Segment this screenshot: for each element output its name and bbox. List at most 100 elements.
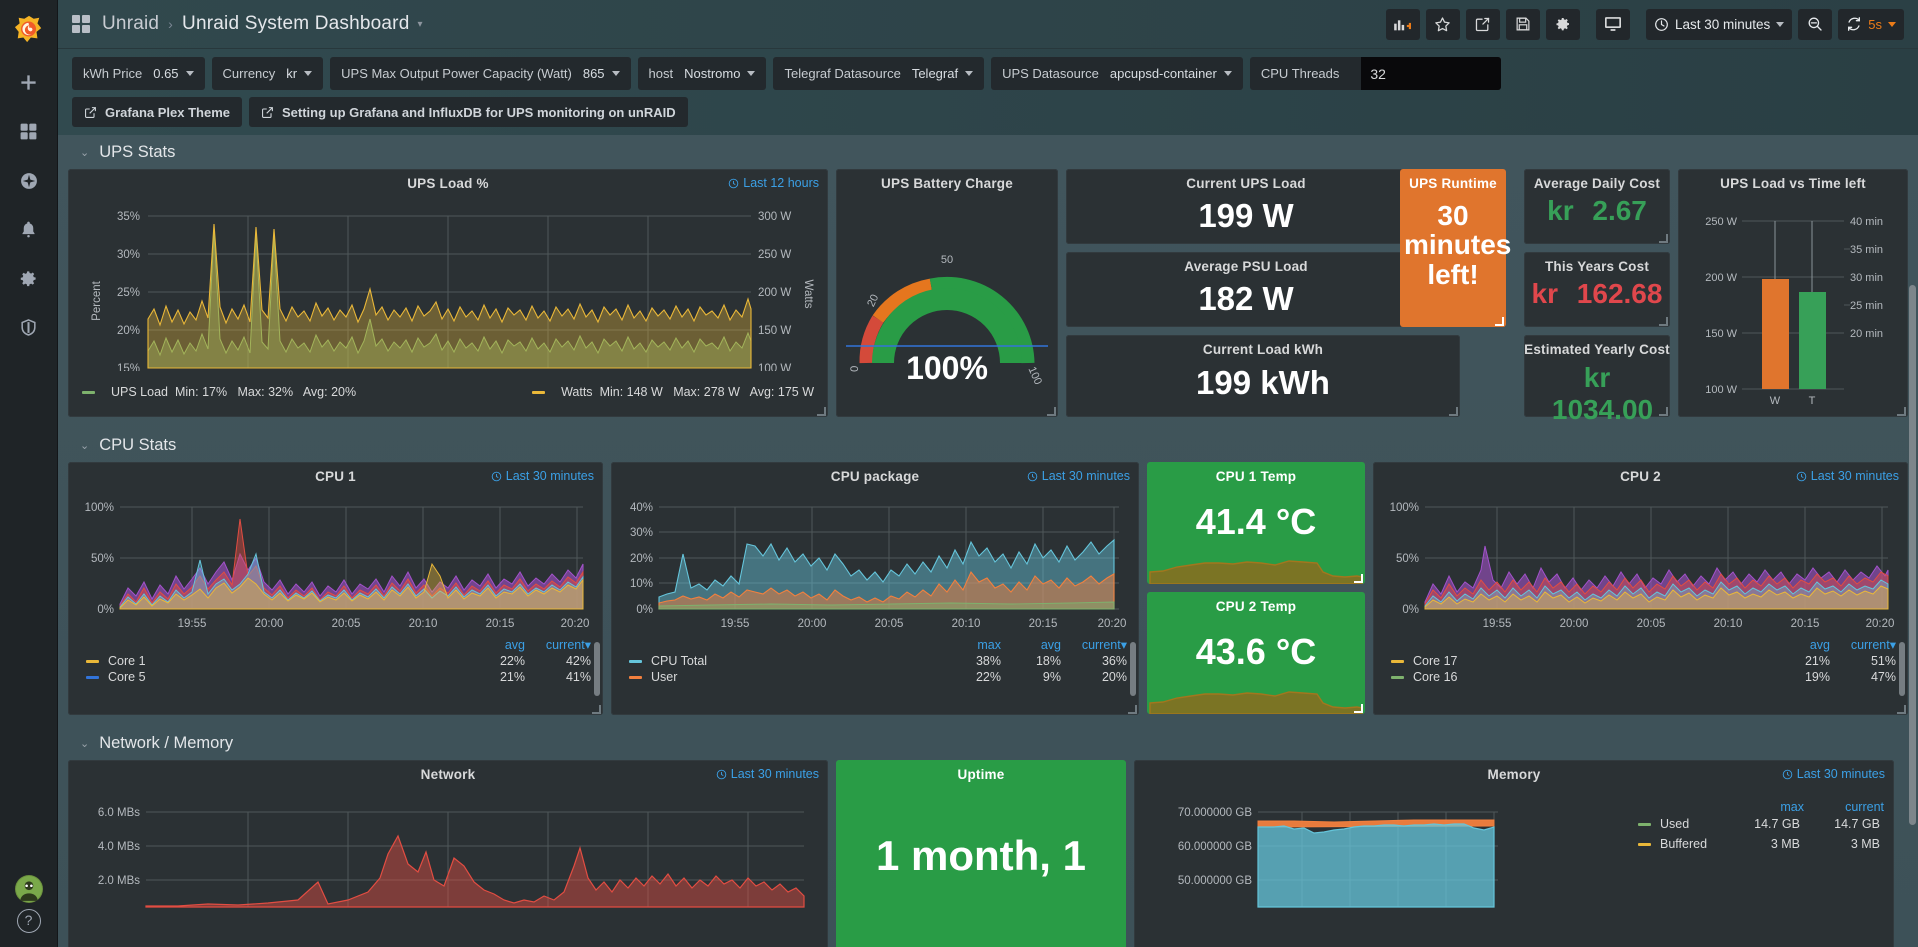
add-panel-button[interactable] (1385, 8, 1420, 40)
panel-ups-battery-charge[interactable]: UPS Battery Charge 50 20 0 100 100% (836, 169, 1058, 417)
time-range-picker[interactable]: Last 30 minutes (1645, 8, 1793, 40)
variable-cpu-threads[interactable]: CPU Threads (1249, 57, 1502, 90)
panel-time-override[interactable]: Last 12 hours (728, 176, 819, 190)
variable-currency[interactable]: Currency kr (211, 57, 324, 90)
legend-scrollbar[interactable] (1130, 642, 1136, 696)
variable-telegraf-datasource[interactable]: Telegraf Datasource Telegraf (773, 57, 985, 90)
svg-text:20%: 20% (117, 325, 140, 337)
legend-scrollbar[interactable] (594, 642, 600, 696)
cpu-threads-input[interactable] (1361, 57, 1502, 90)
panel-resize-handle[interactable] (817, 407, 826, 416)
sidebar-item-server-admin[interactable] (0, 303, 58, 352)
legend-scrollbar[interactable] (1899, 642, 1905, 696)
panel-time-override[interactable]: Last 30 minutes (1027, 469, 1130, 483)
panel-current-load-kwh[interactable]: Current Load kWh 199 kWh (1066, 335, 1460, 417)
panel-ups-runtime[interactable]: UPS Runtime 30 minutes left! (1400, 169, 1511, 327)
panel-cpu-1-temp[interactable]: CPU 1 Temp 41.4 °C (1147, 462, 1365, 584)
breadcrumb-root[interactable]: Unraid (102, 13, 160, 34)
panel-resize-handle[interactable] (592, 705, 601, 714)
dashboard-link-grafana-plex-theme[interactable]: Grafana Plex Theme (72, 97, 242, 127)
panel-resize-handle[interactable] (1897, 407, 1906, 416)
gauge-value: 100% (906, 350, 988, 386)
panel-time-override[interactable]: Last 30 minutes (491, 469, 594, 483)
refresh-button[interactable]: 5s (1838, 8, 1904, 40)
svg-text:W: W (1770, 395, 1781, 406)
avatar[interactable] (14, 875, 43, 903)
dashboard-submenu: kWh Price 0.65 Currency kr UPS Max Outpu… (58, 49, 1918, 135)
svg-text:19:55: 19:55 (1483, 618, 1512, 629)
grafana-logo-icon[interactable] (0, 0, 58, 58)
page-title[interactable]: Unraid System Dashboard (182, 13, 410, 34)
panel-network[interactable]: Network Last 30 minutes 6.0 MBs 4.0 MBs … (68, 760, 828, 947)
ups-load-legend: UPS Load Min: 17% Max: 32% Avg: 20% Watt… (68, 385, 828, 399)
sidebar-item-dashboards[interactable] (0, 107, 58, 156)
currency-prefix: kr (1547, 195, 1574, 226)
panel-resize-handle[interactable] (1659, 234, 1668, 243)
dashboard-link-ups-monitoring-guide[interactable]: Setting up Grafana and InfluxDB for UPS … (249, 97, 688, 127)
panel-time-override[interactable]: Last 30 minutes (716, 767, 819, 781)
panel-time-override[interactable]: Last 30 minutes (1782, 767, 1885, 781)
panel-title: UPS Load % (407, 176, 489, 191)
sidebar-item-create-add[interactable] (0, 58, 58, 107)
panel-average-psu-load[interactable]: Average PSU Load 182 W (1066, 252, 1426, 327)
save-dashboard-button[interactable] (1505, 8, 1540, 40)
clock-icon (1796, 471, 1807, 481)
panel-resize-handle[interactable] (1659, 407, 1668, 416)
panel-ups-load-percent[interactable]: UPS Load % Last 12 hours 35% 30% 25% 20%… (68, 169, 828, 417)
variable-ups-max-output[interactable]: UPS Max Output Power Capacity (Watt) 865 (330, 57, 631, 90)
value-number: 2.67 (1592, 195, 1647, 226)
battery-gauge: 50 20 0 100 100% (846, 254, 1048, 387)
chevron-down-icon: ⌄ (80, 146, 90, 159)
row-header-network-memory[interactable]: ⌄ Network / Memory (68, 726, 1908, 760)
panel-average-daily-cost[interactable]: Average Daily Cost kr 2.67 (1524, 169, 1670, 244)
cpu1-temp-sparkline (1149, 560, 1363, 584)
dashboard-scrollbar[interactable] (1909, 285, 1916, 825)
dashboard-settings-button[interactable] (1545, 8, 1580, 40)
panel-memory[interactable]: Memory Last 30 minutes 70.000000 GB 60.0… (1134, 760, 1894, 947)
variable-kwh-price[interactable]: kWh Price 0.65 (72, 57, 205, 90)
variable-host[interactable]: host Nostromo (637, 57, 767, 90)
panel-this-years-cost[interactable]: This Years Cost kr 162.68 (1524, 252, 1670, 327)
panel-resize-handle[interactable] (1659, 317, 1668, 326)
panel-resize-handle[interactable] (1449, 407, 1458, 416)
variable-value[interactable]: 865 (583, 66, 620, 81)
panel-ups-load-vs-time-left[interactable]: UPS Load vs Time left 250 W 200 W 150 W … (1678, 169, 1908, 417)
panel-resize-handle[interactable] (1495, 317, 1504, 326)
variable-value[interactable]: apcupsd-container (1110, 66, 1232, 81)
share-dashboard-button[interactable] (1465, 8, 1500, 40)
help-icon[interactable]: ? (16, 909, 41, 933)
variable-value[interactable]: Telegraf (912, 66, 974, 81)
variable-value[interactable]: Nostromo (684, 66, 756, 81)
sidebar-item-alerting[interactable] (0, 205, 58, 254)
variable-value[interactable]: 0.65 (153, 66, 194, 81)
zoom-out-button[interactable] (1798, 8, 1833, 40)
svg-text:150 W: 150 W (1705, 328, 1737, 340)
panel-resize-handle[interactable] (1354, 574, 1363, 583)
legend-series-name: Watts (561, 385, 593, 399)
variable-value[interactable]: kr (286, 66, 313, 81)
sidebar-item-explore[interactable] (0, 156, 58, 205)
panel-resize-handle[interactable] (1897, 705, 1906, 714)
panel-resize-handle[interactable] (1354, 704, 1363, 713)
panel-estimated-yearly-cost[interactable]: Estimated Yearly Cost kr 1034.00 (1524, 335, 1670, 425)
tv-mode-button[interactable] (1595, 8, 1630, 40)
row-header-ups-stats[interactable]: ⌄ UPS Stats (68, 135, 1908, 169)
external-link-icon (85, 106, 96, 118)
panel-uptime[interactable]: Uptime 1 month, 1 (836, 760, 1126, 947)
panel-time-override[interactable]: Last 30 minutes (1796, 469, 1899, 483)
panel-cpu-2-temp[interactable]: CPU 2 Temp 43.6 °C (1147, 592, 1365, 714)
panel-cpu-2[interactable]: CPU 2 Last 30 minutes 100% 50% 0% (1373, 462, 1908, 715)
chevron-down-icon[interactable]: ▾ (417, 18, 423, 30)
row-header-cpu-stats[interactable]: ⌄ CPU Stats (68, 428, 1908, 462)
variable-ups-datasource[interactable]: UPS Datasource apcupsd-container (991, 57, 1243, 90)
legend-item-ups-load[interactable]: UPS Load Min: 17% Max: 32% Avg: 20% (82, 385, 356, 399)
sidebar-item-configuration[interactable] (0, 254, 58, 303)
legend-item-watts[interactable]: Watts Min: 148 W Max: 278 W Avg: 175 W (532, 385, 814, 399)
mark-favorite-button[interactable] (1425, 8, 1460, 40)
legend-header-row: max current (1780, 800, 1884, 814)
panel-cpu-1[interactable]: CPU 1 Last 30 minutes 100% 50% 0% (68, 462, 603, 715)
panel-current-ups-load[interactable]: Current UPS Load 199 W (1066, 169, 1426, 244)
panel-resize-handle[interactable] (1047, 407, 1056, 416)
panel-cpu-package[interactable]: CPU package Last 30 minutes 40% 30% 20% 10… (611, 462, 1139, 715)
panel-resize-handle[interactable] (1128, 705, 1137, 714)
